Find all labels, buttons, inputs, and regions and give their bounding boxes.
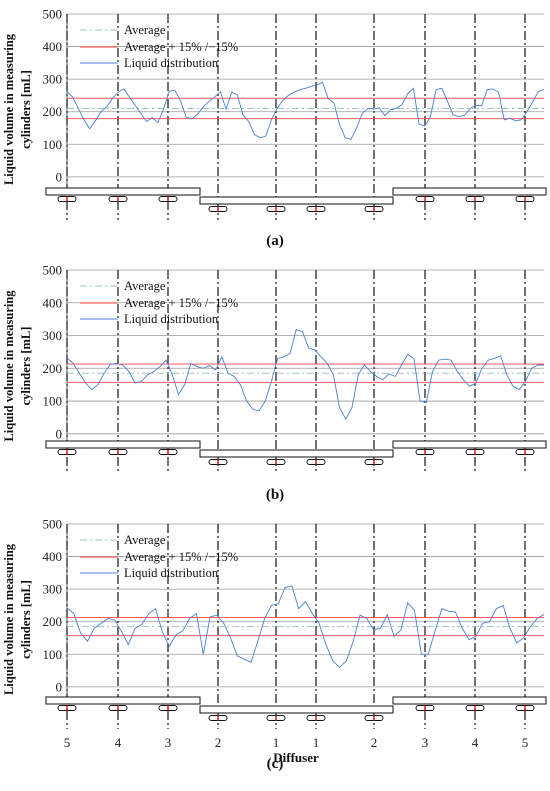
y-axis-label-line2: cylinders [mL] (19, 580, 33, 659)
panel-c: 0 100 200 300 400 500 Liquid volume in measuri… (2, 517, 547, 772)
panel-a: 0 100 200 300 400 500 Liquid volume in measuri… (2, 7, 547, 249)
diffuser-number-label: 3 (422, 735, 429, 750)
legend-distribution-label: Liquid distribution (124, 56, 219, 70)
diffuser-pipe-left (45, 187, 201, 196)
ytick-label: 0 (56, 169, 63, 184)
ytick-label: 200 (43, 104, 63, 119)
panel-caption: (c) (267, 756, 284, 772)
diffuser-number-label: 5 (64, 735, 71, 750)
ytick-label: 400 (43, 549, 63, 564)
diffuser-pipe-right (392, 696, 547, 705)
y-axis-label-line2: cylinders [mL] (19, 70, 33, 149)
legend-band-label: Average + 15% /−15% (124, 40, 238, 54)
liquid-distribution-series (66, 329, 544, 421)
legend-band-label: Average + 15% /−15% (124, 296, 238, 310)
ytick-label: 500 (43, 263, 63, 278)
diffuser-number-label: 4 (115, 735, 122, 750)
x-axis-label: Diffuser (273, 750, 319, 765)
diffuser-pipe-middle (199, 196, 394, 205)
legend-average-label: Average (124, 533, 166, 547)
legend-distribution-label: Liquid distribution (124, 312, 219, 326)
panel-b: 0 100 200 300 400 500 Liquid volume in measuri… (2, 263, 547, 503)
y-axis-label-line1: Liquid volume in measuring (2, 543, 16, 695)
y-axis-label: Liquid volume in measuring cylinders [mL] (2, 543, 33, 695)
y-axis-label-line1: Liquid volume in measuring (2, 33, 16, 185)
y-axis-label-line1: Liquid volume in measuring (2, 290, 16, 442)
diffuser-number-label: 2 (371, 735, 378, 750)
legend: Average Average + 15% /−15% Liquid distrib… (80, 23, 238, 70)
liquid-distribution-series (66, 585, 545, 668)
panel-caption: (b) (266, 487, 284, 503)
liquid-distribution-series (66, 81, 545, 140)
diffuser-number-label: 3 (165, 735, 172, 750)
ytick-label: 100 (43, 394, 63, 409)
y-axis-label: Liquid volume in measuring cylinders [mL] (2, 33, 33, 185)
diffuser-number-label: 1 (313, 735, 320, 750)
ytick-label: 500 (43, 7, 63, 22)
legend-band-label: Average + 15% /−15% (124, 550, 238, 564)
ytick-label: 300 (43, 328, 63, 343)
diffuser-pipe-left (45, 440, 201, 449)
ytick-label: 100 (43, 647, 63, 662)
diffuser-axis: 5 4 3 2 1 1 2 3 4 5 Diffuser (64, 735, 529, 765)
ytick-label: 0 (56, 426, 63, 441)
ytick-label: 300 (43, 72, 63, 87)
diffuser-number-label: 4 (472, 735, 479, 750)
legend-average-label: Average (124, 279, 166, 293)
ytick-label: 100 (43, 137, 63, 152)
ytick-label: 400 (43, 39, 63, 54)
diffuser-pipe-right (392, 187, 547, 196)
panel-caption: (a) (266, 233, 284, 249)
y-axis-label-line2: cylinders [mL] (19, 327, 33, 406)
ytick-label: 200 (43, 614, 63, 629)
ytick-label: 500 (43, 517, 63, 532)
diffuser-pipe-left (45, 696, 201, 705)
legend: Average Average + 15% /−15% Liquid distrib… (80, 279, 238, 326)
diffuser-pipe-middle (199, 449, 394, 458)
y-axis-label: Liquid volume in measuring cylinders [mL] (2, 290, 33, 442)
diffuser-pipe-middle (199, 705, 394, 714)
legend: Average Average + 15% /−15% Liquid distrib… (80, 533, 238, 580)
diffuser-number-label: 1 (273, 735, 280, 750)
ytick-label: 0 (56, 679, 63, 694)
ytick-label: 400 (43, 295, 63, 310)
ytick-label: 300 (43, 582, 63, 597)
legend-distribution-label: Liquid distribution (124, 566, 219, 580)
legend-average-label: Average (124, 23, 166, 37)
diffuser-number-label: 2 (215, 735, 222, 750)
diffuser-pipe-right (392, 440, 547, 449)
diffuser-number-label: 5 (522, 735, 529, 750)
ytick-label: 200 (43, 361, 63, 376)
